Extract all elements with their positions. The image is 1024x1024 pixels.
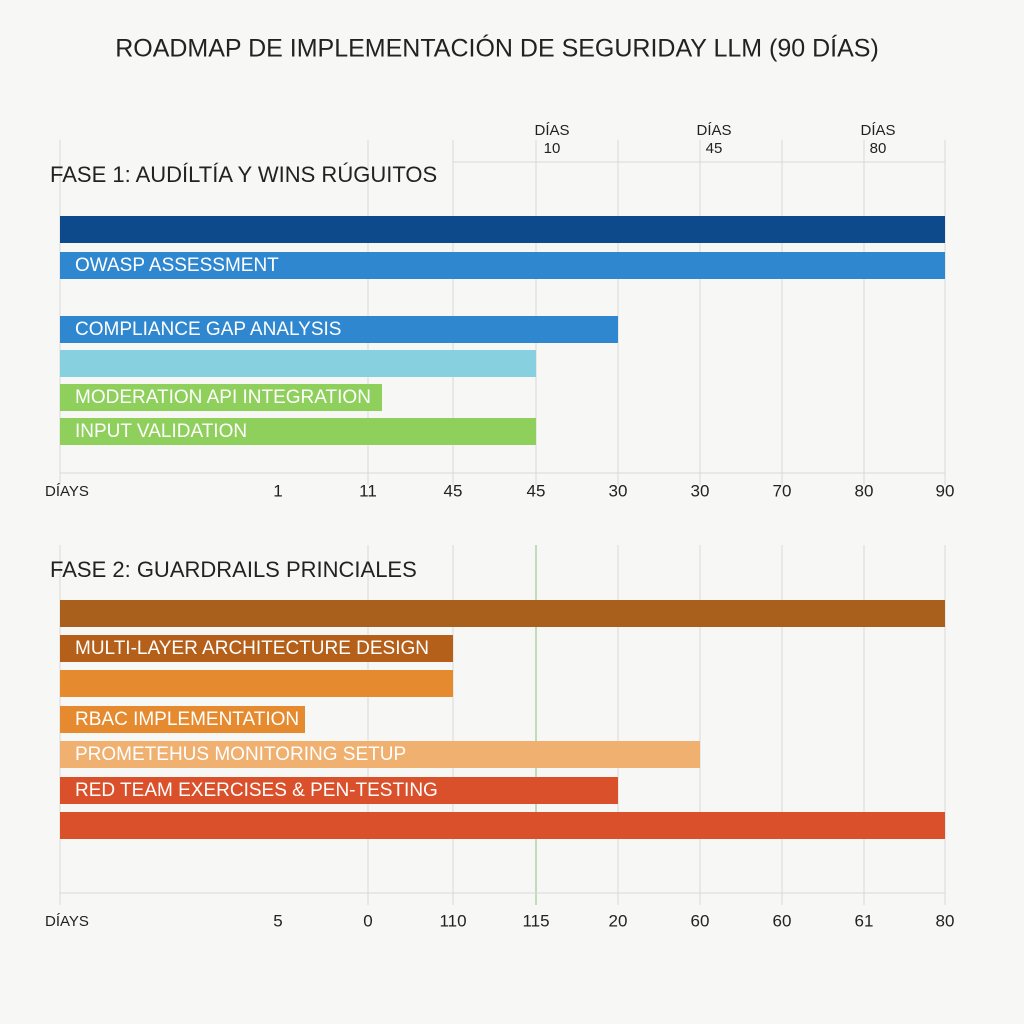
x-tick-label: 45: [527, 481, 546, 500]
bar: [60, 777, 618, 804]
bar-label: COMPLIANCE GAP ANALYSIS: [75, 319, 341, 340]
panel-title: FASE 1: AUDÍLTÍA Y WINS RÚGUITOS: [50, 162, 437, 187]
x-tick-label: 90: [936, 481, 955, 500]
header-label: 10: [544, 140, 561, 157]
bar: [60, 350, 536, 377]
bar-label: OWASP ASSESSMENT: [75, 255, 279, 276]
chart-title: ROADMAP DE IMPLEMENTACIÓN DE SEGURIDAY L…: [115, 34, 879, 63]
panel-title: FASE 2: GUARDRAILS PRINCIALES: [50, 557, 417, 582]
bar-label: PROMETEHUS MONITORING SETUP: [75, 744, 406, 765]
x-tick-label: 80: [936, 911, 955, 930]
x-tick-label: 60: [691, 911, 710, 930]
x-tick-label: 20: [609, 911, 628, 930]
x-tick-label: 30: [609, 481, 628, 500]
x-tick-label: 70: [773, 481, 792, 500]
header-label: DÍAS: [696, 122, 731, 139]
x-tick-label: 30: [691, 481, 710, 500]
x-tick-label: 5: [273, 911, 282, 930]
bar-label: RED TEAM EXERCISES & PEN-TESTING: [75, 780, 438, 801]
x-tick-label: 61: [855, 911, 874, 930]
bar-label: MODERATION API INTEGRATION: [75, 387, 371, 408]
bar: [60, 741, 700, 768]
x-tick-label: 11: [359, 481, 377, 500]
bar: [60, 670, 453, 697]
x-tick-label: 115: [522, 911, 549, 930]
bar: [60, 600, 945, 627]
x-tick-label: 45: [444, 481, 463, 500]
x-tick-label: 1: [273, 481, 282, 500]
bar-label: INPUT VALIDATION: [75, 421, 247, 442]
bar: [60, 216, 945, 243]
x-tick-label: 60: [773, 911, 792, 930]
bar: [60, 384, 382, 411]
axis-title: DÍAYS: [45, 483, 89, 500]
header-label: DÍAS: [860, 122, 895, 139]
x-tick-label: 110: [439, 911, 466, 930]
header-label: 80: [870, 140, 887, 157]
x-tick-label: 80: [855, 481, 874, 500]
bar-label: MULTI-LAYER ARCHITECTURE DESIGN: [75, 638, 429, 659]
header-label: 45: [706, 140, 723, 157]
bar: [60, 316, 618, 343]
axis-title: DÍAYS: [45, 913, 89, 930]
bar: [60, 706, 305, 733]
bar: [60, 418, 536, 445]
bar: [60, 635, 453, 662]
bar: [60, 252, 945, 279]
x-tick-label: 0: [363, 911, 372, 930]
bar: [60, 812, 945, 839]
bar-label: RBAC IMPLEMENTATION: [75, 709, 299, 730]
header-label: DÍAS: [534, 122, 569, 139]
